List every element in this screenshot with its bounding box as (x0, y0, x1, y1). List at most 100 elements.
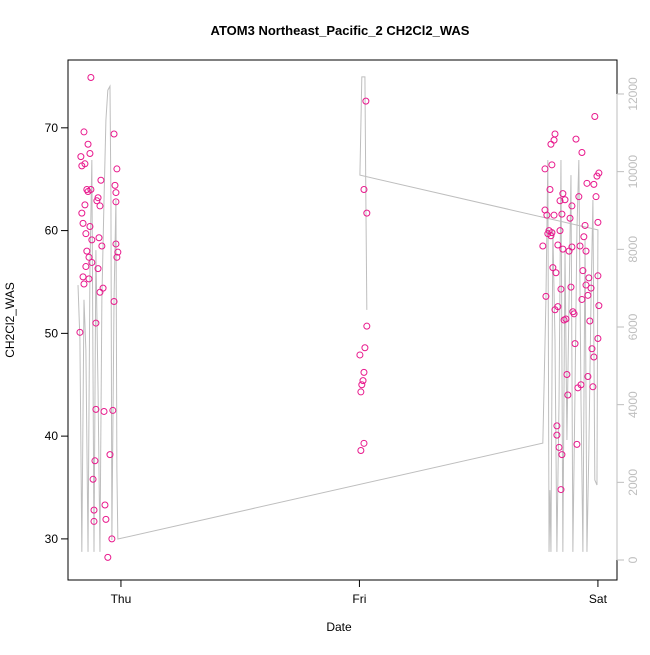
data-point (80, 128, 88, 136)
data-point (109, 406, 117, 414)
data-point (571, 340, 579, 348)
data-point (85, 275, 93, 283)
data-point (553, 422, 561, 430)
data-point (95, 234, 103, 242)
data-point (362, 97, 370, 105)
data-point (562, 315, 570, 323)
y-tick-label: 30 (45, 532, 59, 546)
data-point (579, 267, 587, 275)
data-point (586, 317, 594, 325)
data-point (552, 269, 560, 277)
data-point (572, 135, 580, 143)
data-point (584, 291, 592, 299)
data-point (356, 351, 364, 359)
data-point (541, 165, 549, 173)
data-point (543, 211, 551, 219)
data-point (102, 515, 110, 523)
data-point (92, 405, 100, 413)
data-point (550, 211, 558, 219)
data-point (556, 227, 564, 235)
data-point (582, 247, 590, 255)
data-point (360, 368, 368, 376)
chart-title: ATOM3 Northeast_Pacific_2 CH2Cl2_WAS (211, 23, 470, 38)
data-point (590, 180, 598, 188)
data-point (93, 197, 101, 205)
data-point (559, 245, 567, 253)
data-point (594, 272, 602, 280)
data-point (575, 193, 583, 201)
data-point (81, 160, 89, 168)
data-point (88, 236, 96, 244)
data-point (563, 370, 571, 378)
y-tick-label: 50 (45, 326, 59, 340)
data-point (576, 242, 584, 250)
data-point (357, 447, 365, 455)
data-point (594, 334, 602, 342)
data-point (111, 181, 119, 189)
data-point (582, 281, 590, 289)
data-point (87, 185, 95, 193)
data-point (81, 201, 89, 209)
y2-tick-label: 4000 (626, 391, 640, 418)
data-point (77, 153, 85, 161)
data-point (106, 451, 114, 459)
data-point (578, 295, 586, 303)
data-point (567, 283, 575, 291)
data-point (359, 377, 367, 385)
data-point (82, 230, 90, 238)
data-point (587, 284, 595, 292)
x-tick-label: Sat (589, 592, 608, 606)
data-point (589, 383, 597, 391)
y2-tick-label: 6000 (626, 313, 640, 340)
y2-tick-label: 2000 (626, 469, 640, 496)
data-point (566, 214, 574, 222)
y2-tick-label: 12000 (626, 77, 640, 111)
data-point (110, 298, 118, 306)
y-tick-label: 40 (45, 429, 59, 443)
x-tick-label: Fri (352, 592, 366, 606)
data-point (108, 535, 116, 543)
data-point (99, 284, 107, 292)
data-point (89, 475, 97, 483)
data-point (556, 197, 564, 205)
x-tick-label: Thu (111, 592, 132, 606)
y-tick-label: 70 (45, 121, 59, 135)
data-point (91, 457, 99, 465)
data-point (96, 202, 104, 210)
data-point (87, 73, 95, 81)
data-point (86, 222, 94, 230)
data-point (557, 486, 565, 494)
data-point (558, 451, 566, 459)
data-point (363, 322, 371, 330)
data-point (86, 150, 94, 158)
data-point (557, 285, 565, 293)
data-point (82, 263, 90, 271)
data-point (78, 209, 86, 217)
data-point (555, 443, 563, 451)
y2-tick-label: 8000 (626, 236, 640, 263)
data-point (539, 242, 547, 250)
data-point (92, 319, 100, 327)
x-axis-label: Date (326, 620, 352, 634)
data-point (94, 194, 102, 202)
data-point (90, 506, 98, 514)
data-point (80, 280, 88, 288)
data-point (94, 265, 102, 273)
data-point (559, 190, 567, 198)
data-point (583, 179, 591, 187)
data-point (551, 130, 559, 138)
data-point (98, 242, 106, 250)
data-point (558, 210, 566, 218)
data-point (361, 344, 369, 352)
data-point (88, 258, 96, 266)
data-point (595, 302, 603, 310)
data-point (592, 193, 600, 201)
data-point (363, 209, 371, 217)
data-point (110, 130, 118, 138)
data-point (90, 517, 98, 525)
data-point (113, 253, 121, 261)
data-point (561, 196, 569, 204)
data-point (357, 388, 365, 396)
